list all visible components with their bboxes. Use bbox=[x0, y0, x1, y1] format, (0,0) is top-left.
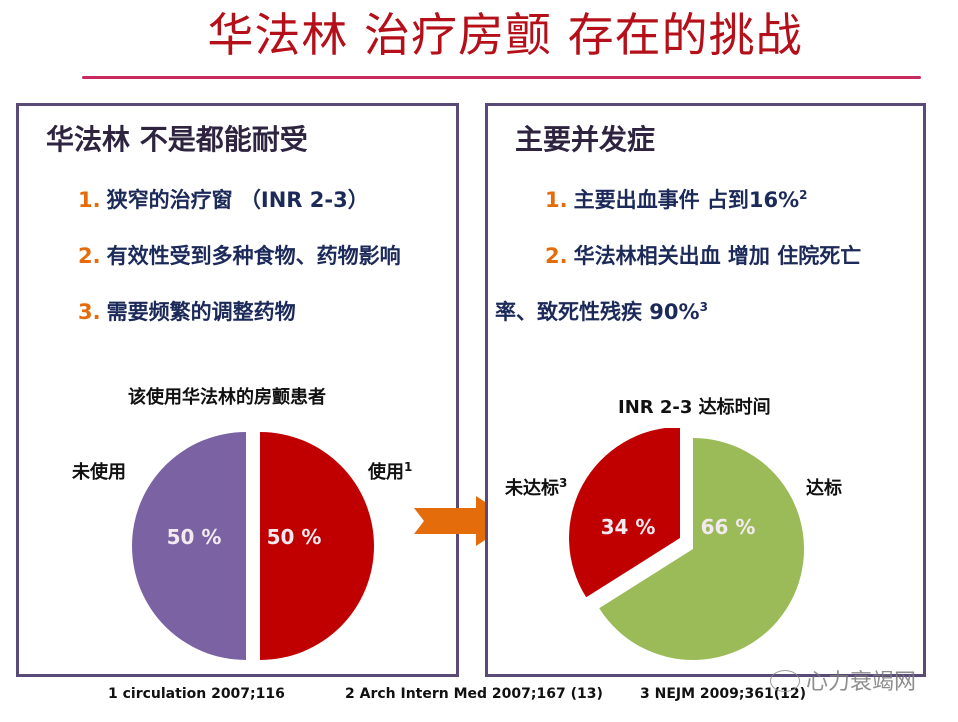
left-item-1: 1. 狭窄的治疗窗 （INR 2-3） bbox=[78, 184, 369, 214]
right-item-2-continuation: 率、致死性残疾 90%3 bbox=[495, 296, 708, 326]
left-item-2: 2. 有效性受到多种食物、药物影响 bbox=[78, 240, 401, 270]
item-number: 3. bbox=[78, 300, 101, 324]
slide-title: 华法林 治疗房颤 存在的挑战 bbox=[207, 8, 803, 62]
pct-reached: 66 % bbox=[701, 515, 756, 539]
wechat-icon bbox=[770, 670, 800, 692]
watermark: 心力衰竭网 bbox=[770, 664, 916, 696]
label-not-reached-text: 未达标 bbox=[505, 478, 559, 499]
item-number: 2. bbox=[78, 244, 101, 268]
right-chart-title: INR 2-3 达标时间 bbox=[618, 397, 771, 418]
right-item-1: 1. 主要出血事件 占到16%2 bbox=[545, 184, 808, 214]
footnote-marker: 3 bbox=[559, 476, 568, 490]
item-number: 1. bbox=[78, 188, 101, 212]
pct-not-used: 50 % bbox=[167, 525, 222, 549]
reference-2: 2 Arch Intern Med 2007;167 (13) bbox=[345, 686, 603, 702]
reference-1: 1 circulation 2007;116 bbox=[108, 686, 285, 702]
right-item-2: 2. 华法林相关出血 增加 住院死亡 bbox=[545, 240, 861, 270]
footnote-marker: 2 bbox=[799, 188, 808, 202]
pie-slice-not-used bbox=[132, 432, 246, 660]
pct-not-reached: 34 % bbox=[601, 515, 656, 539]
label-used: 使用1 bbox=[368, 458, 412, 484]
left-chart-title: 该使用华法林的房颤患者 bbox=[128, 387, 326, 408]
item-text: 率、致死性残疾 90% bbox=[495, 300, 700, 324]
item-text: 华法林相关出血 增加 住院死亡 bbox=[573, 244, 862, 268]
left-panel-heading: 华法林 不是都能耐受 bbox=[46, 123, 308, 156]
label-used-text: 使用 bbox=[368, 462, 404, 483]
title-underline bbox=[82, 76, 921, 79]
pie-slice-reached bbox=[599, 438, 805, 660]
label-not-used: 未使用 bbox=[72, 462, 126, 483]
reference-3: 3 NEJM 2009;361(12) bbox=[640, 686, 806, 702]
pie-slice-used bbox=[260, 432, 374, 660]
pie-slice-not-reached bbox=[569, 428, 680, 598]
left-pie-chart: 50 % 50 % bbox=[132, 432, 374, 660]
item-text: 狭窄的治疗窗 （INR 2-3） bbox=[106, 188, 369, 212]
label-not-reached: 未达标3 bbox=[505, 474, 567, 500]
item-text: 有效性受到多种食物、药物影响 bbox=[106, 244, 401, 268]
left-item-3: 3. 需要频繁的调整药物 bbox=[78, 296, 296, 326]
item-text: 需要频繁的调整药物 bbox=[106, 300, 296, 324]
right-panel-heading: 主要并发症 bbox=[515, 123, 656, 156]
watermark-text: 心力衰竭网 bbox=[806, 670, 917, 695]
item-number: 1. bbox=[545, 188, 568, 212]
label-reached: 达标 bbox=[806, 478, 842, 499]
right-pie-chart: 34 % 66 % bbox=[569, 428, 805, 660]
references: 1 circulation 2007;116 2 Arch Intern Med… bbox=[0, 686, 958, 710]
item-text: 主要出血事件 占到16% bbox=[573, 188, 800, 212]
footnote-marker: 3 bbox=[699, 300, 708, 314]
footnote-marker: 1 bbox=[404, 460, 413, 474]
item-number: 2. bbox=[545, 244, 568, 268]
pct-used: 50 % bbox=[267, 525, 322, 549]
